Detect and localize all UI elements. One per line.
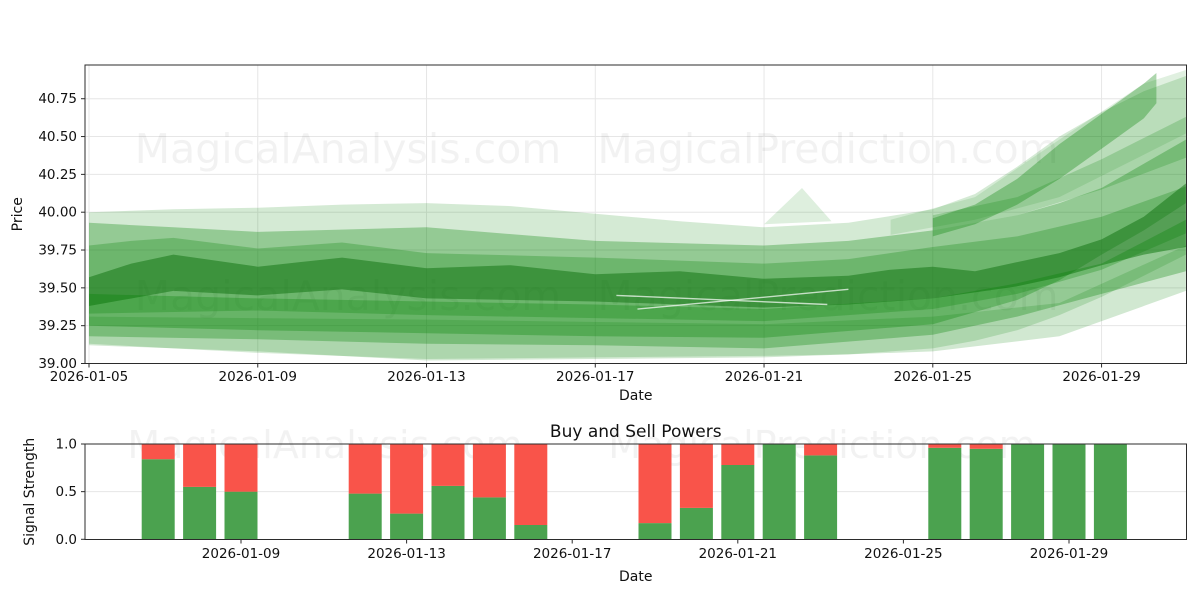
buy-bar-2026-01-15 — [472, 497, 506, 540]
sell-bar-2026-01-08 — [183, 444, 217, 487]
buy-bar-2026-01-26 — [928, 447, 962, 540]
price-band-dark-core — [89, 183, 1186, 308]
sell-bar-2026-01-15 — [472, 444, 506, 498]
date-axis-label: Date — [619, 569, 652, 585]
price-tick-label: 39.25 — [38, 318, 77, 334]
signal-tick-label: 0.5 — [56, 484, 77, 500]
price-axis-label: Price — [10, 197, 26, 231]
date-tick-label: 2026-01-25 — [894, 369, 972, 385]
date-tick-label: 2026-01-25 — [864, 546, 942, 562]
date-tick-label: 2026-01-29 — [1062, 369, 1140, 385]
crossing-line — [637, 288, 849, 310]
buy-bar-2026-01-09 — [224, 491, 258, 540]
signal-axis-label: Signal Strength — [22, 438, 38, 546]
price-tick-label: 40.50 — [38, 129, 77, 145]
buy-bar-2026-01-07 — [141, 459, 175, 540]
signal-tick-label: 1.0 — [56, 437, 77, 453]
sell-bar-2026-01-26 — [928, 444, 962, 448]
buy-bar-2026-01-27 — [969, 448, 1003, 540]
price-tick-label: 40.75 — [38, 91, 77, 107]
date-tick-label: 2026-01-21 — [725, 369, 803, 385]
date-tick-label: 2026-01-21 — [699, 546, 777, 562]
buy-bar-2026-01-19 — [638, 523, 672, 540]
buy-bar-2026-01-22 — [762, 444, 796, 540]
price-band-fan-top-medium — [932, 73, 1157, 237]
date-tick-label: 2026-01-09 — [202, 546, 280, 562]
date-tick-label: 2026-01-17 — [556, 369, 634, 385]
sell-bar-2026-01-12 — [348, 444, 382, 494]
date-tick-label: 2026-01-13 — [367, 546, 445, 562]
sell-bar-2026-01-13 — [390, 444, 424, 514]
date-tick-label: 2026-01-17 — [533, 546, 611, 562]
date-axis-label: Date — [619, 388, 652, 404]
sell-bar-2026-01-21 — [721, 444, 755, 465]
price-tick-label: 39.50 — [38, 280, 77, 296]
price-band-fan-faint — [890, 70, 1186, 235]
price-band-fan-verylight — [932, 116, 1186, 231]
bottom-chart-title: Buy and Sell Powers — [550, 422, 722, 442]
sell-bar-2026-01-20 — [679, 444, 713, 508]
sell-bar-2026-01-16 — [514, 444, 548, 525]
sell-bar-2026-01-23 — [804, 444, 838, 456]
sell-bar-2026-01-07 — [141, 444, 175, 460]
buy-bar-2026-01-13 — [390, 513, 424, 540]
buy-bar-2026-01-21 — [721, 465, 755, 540]
crossing-line — [616, 294, 828, 306]
buy-bar-2026-01-20 — [679, 507, 713, 540]
price-tick-label: 39.75 — [38, 243, 77, 259]
date-tick-label: 2026-01-09 — [219, 369, 297, 385]
date-tick-label: 2026-01-13 — [387, 369, 465, 385]
sell-bar-2026-01-19 — [638, 444, 672, 524]
date-tick-label: 2026-01-29 — [1030, 546, 1108, 562]
buy-bar-2026-01-16 — [514, 525, 548, 540]
price-band-low-light — [89, 245, 1186, 361]
buy-bar-2026-01-14 — [431, 485, 465, 540]
price-tick-label: 40.25 — [38, 167, 77, 183]
watermark-text: MagicalAnalysis.com — [135, 125, 562, 173]
sell-bar-2026-01-27 — [969, 444, 1003, 449]
buy-bar-2026-01-08 — [183, 486, 217, 540]
price-plot-border — [84, 64, 1187, 364]
price-band-low-mid — [89, 219, 1186, 349]
buy-bar-2026-01-28 — [1011, 444, 1045, 540]
buy-bar-2026-01-12 — [348, 493, 382, 540]
watermark-text: MagicalPrediction.com — [597, 125, 1058, 173]
signal-tick-label: 0.0 — [56, 532, 77, 548]
price-tick-label: 39.00 — [38, 356, 77, 372]
buy-bar-2026-01-29 — [1052, 444, 1086, 540]
buy-bar-2026-01-23 — [804, 455, 838, 540]
sell-bar-2026-01-09 — [224, 444, 258, 492]
sell-bar-2026-01-14 — [431, 444, 465, 486]
price-band-spike — [764, 188, 832, 225]
buy-bar-2026-01-30 — [1093, 444, 1127, 540]
price-tick-label: 40.00 — [38, 205, 77, 221]
date-tick-label: 2026-01-05 — [50, 369, 128, 385]
